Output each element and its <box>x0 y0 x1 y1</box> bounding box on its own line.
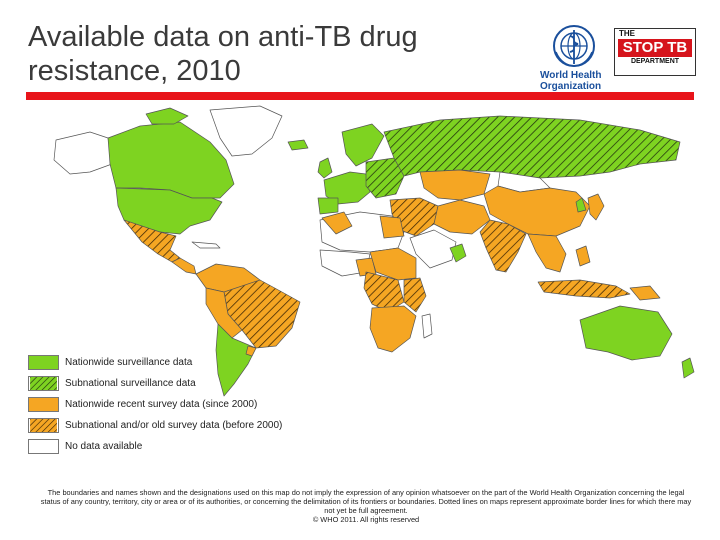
accent-bar <box>26 92 694 100</box>
copyright-text: © WHO 2011. All rights reserved <box>312 515 420 524</box>
region-india <box>479 219 527 273</box>
stop-tb-line-2: STOP TB <box>618 39 692 57</box>
region-central-america <box>171 257 197 275</box>
region-korea <box>575 197 587 213</box>
region-alaska <box>53 131 113 175</box>
region-canada <box>107 121 235 199</box>
region-iran-pakistan <box>433 199 491 235</box>
region-east-africa <box>403 277 427 313</box>
region-iceland <box>287 139 309 151</box>
region-arctic-islands <box>145 107 189 125</box>
legend-item-nationwide-surveillance: Nationwide surveillance data <box>28 352 282 373</box>
region-peru-bolivia <box>205 287 243 339</box>
legend-label: Nationwide recent survey data (since 200… <box>65 399 258 410</box>
legend-swatch <box>28 418 59 433</box>
legend-swatch <box>28 355 59 370</box>
stop-tb-line-1: THE <box>619 29 635 38</box>
legend-swatch <box>28 439 59 454</box>
region-china <box>483 185 591 237</box>
stop-tb-line-3: DEPARTMENT <box>630 58 680 65</box>
region-brazil <box>223 279 301 349</box>
region-caribbean <box>191 241 221 249</box>
region-nigeria <box>355 257 377 277</box>
region-scandinavia <box>341 123 385 167</box>
legend-label: Nationwide surveillance data <box>65 357 193 368</box>
disclaimer: The boundaries and names shown and the d… <box>40 488 692 524</box>
legend-swatch <box>28 397 59 412</box>
region-uk <box>317 157 333 179</box>
legend-swatch <box>28 376 59 391</box>
region-oman <box>449 243 467 263</box>
region-new-zealand <box>681 357 695 379</box>
region-maghreb <box>321 211 353 235</box>
region-uruguay <box>245 345 257 357</box>
region-southeast-asia <box>527 233 567 273</box>
page-title: Available data on anti-TB drug resistanc… <box>28 21 418 87</box>
region-iberia <box>317 197 339 215</box>
region-madagascar <box>421 313 433 339</box>
legend-item-no-data: No data available <box>28 436 282 457</box>
region-central-asia <box>419 169 491 201</box>
region-southern-africa <box>369 305 417 353</box>
region-japan <box>587 193 605 221</box>
region-philippines <box>575 245 591 267</box>
who-logo-text-1: World Health <box>540 70 602 81</box>
legend-label: No data available <box>65 441 143 452</box>
who-logo-text-2: Organization <box>540 81 602 92</box>
region-east-africa-north <box>369 247 417 281</box>
region-greenland <box>209 105 283 157</box>
legend-item-subnational-surveillance: Subnational surveillance data <box>28 373 282 394</box>
legend-label: Subnational surveillance data <box>65 378 196 389</box>
region-egypt <box>379 215 405 239</box>
map-legend: Nationwide surveillance data Subnational… <box>28 352 282 457</box>
region-western-europe <box>323 171 371 205</box>
who-emblem-icon <box>553 25 595 67</box>
stop-tb-logo: THE STOP TB DEPARTMENT <box>614 28 696 76</box>
region-arabia <box>409 229 457 269</box>
legend-item-nationwide-survey: Nationwide recent survey data (since 200… <box>28 394 282 415</box>
region-indonesia <box>537 279 631 299</box>
region-russia <box>383 115 681 179</box>
region-australia <box>579 305 673 361</box>
region-papua <box>629 285 661 301</box>
legend-label: Subnational and/or old survey data (befo… <box>65 420 283 431</box>
who-logo: World Health Organization <box>540 22 608 92</box>
region-southern-cone <box>215 323 257 397</box>
legend-item-subnational-survey: Subnational and/or old survey data (befo… <box>28 415 282 436</box>
disclaimer-text: The boundaries and names shown and the d… <box>40 488 692 515</box>
world-map <box>53 105 695 397</box>
